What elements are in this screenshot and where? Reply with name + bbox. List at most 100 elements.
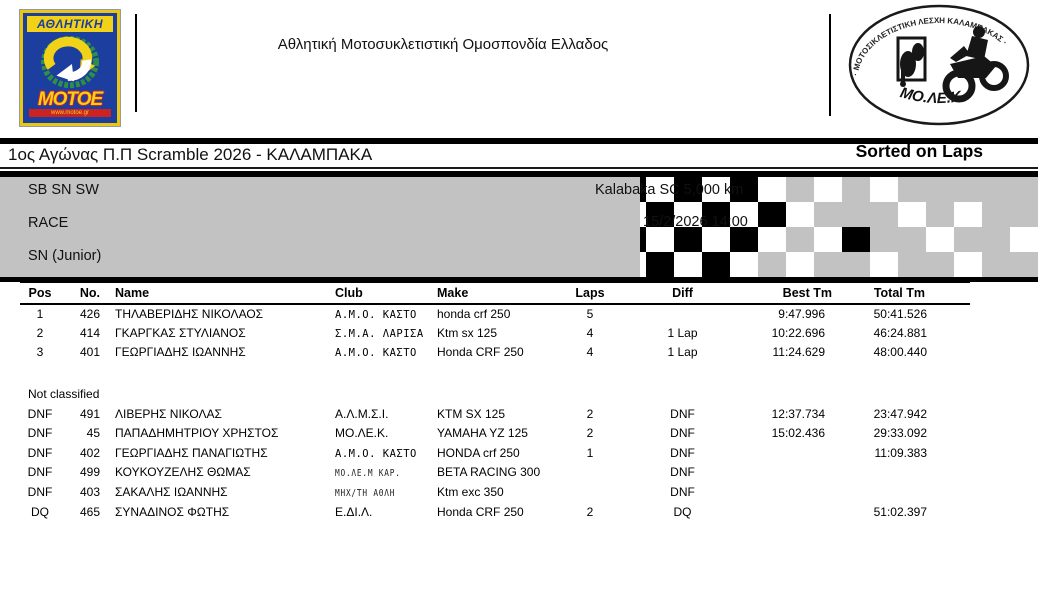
cell-club: Α.Μ.Ο. ΚΑΣΤΟ (335, 447, 417, 460)
cell-laps (560, 463, 620, 483)
checker-cell (640, 252, 646, 277)
result-row: DNF 402 ΓΕΩΡΓΙΑΔΗΣ ΠΑΝΑΓΙΩΤΗΣ Α.Μ.Ο. ΚΑΣΤΟ H… (20, 443, 970, 463)
cell-pos: DNF (27, 445, 53, 460)
race-datetime: 15/2/2026 14:00 (643, 214, 748, 230)
cell-diff: DQ (673, 504, 692, 519)
checker-cell (730, 177, 758, 202)
cell-pos: DNF (27, 485, 53, 500)
col-header-make: Make (434, 282, 560, 305)
checker-cell (842, 252, 870, 277)
cell-diff: DNF (670, 465, 695, 480)
motoe-federation-logo: ΑΘΛΗΤΙΚΗ ΜΟΤΟΕ www.motoe.gr (20, 10, 120, 126)
cell-total: 23:47.942 (873, 406, 927, 421)
checker-cell (982, 227, 1010, 252)
cell-total (835, 482, 928, 502)
cell-make: Honda CRF 250 (437, 504, 524, 519)
results-table: Pos No. Name Club Make Laps Diff Best Tm… (20, 282, 970, 521)
cell-total: 29:33.092 (873, 426, 927, 441)
cell-laps: 2 (586, 426, 594, 441)
cell-make: Ktm exc 350 (437, 485, 504, 500)
checker-cell (898, 252, 926, 277)
checker-cell (814, 202, 842, 227)
checker-cell (814, 177, 842, 202)
cell-name: ΓΕΩΡΓΙΑΔΗΣ ΠΑΝΑΓΙΩΤΗΣ (115, 445, 268, 460)
cell-best: 9:47.996 (778, 306, 825, 321)
cell-diff (620, 304, 745, 324)
cell-pos: DNF (27, 465, 53, 480)
result-row: 3 401 ΓΕΩΡΓΙΑΔΗΣ ΙΩΑΝΝΗΣ Α.Μ.Ο. ΚΑΣΤΟ Honda … (20, 343, 970, 363)
cell-laps (560, 482, 620, 502)
result-row: DNF 491 ΛΙΒΕΡΗΣ ΝΙΚΟΛΑΣ Α.Λ.Μ.Σ.Ι. KTM SX 12… (20, 404, 970, 424)
cell-spacer (928, 443, 970, 463)
cell-no: 45 (86, 426, 100, 441)
checker-cell (674, 177, 702, 202)
checker-cell (640, 227, 646, 252)
cell-club: Σ.Μ.Α. ΛΑΡΙΣΑ (335, 327, 424, 340)
checker-cell (842, 202, 870, 227)
cell-no: 414 (79, 325, 100, 340)
cell-pos: 1 (36, 306, 44, 321)
cell-diff: DNF (670, 485, 695, 500)
result-row: 2 414 ΓΚΑΡΓΚΑΣ ΣΤΥΛΙΑΝΟΣ Σ.Μ.Α. ΛΑΡΙΣΑ Ktm s… (20, 323, 970, 343)
checker-cell (758, 202, 786, 227)
cell-diff: DNF (670, 426, 695, 441)
checker-cell (926, 202, 954, 227)
checker-cell (1010, 202, 1038, 227)
cell-name: ΤΗΛΑΒΕΡΙΔΗΣ ΝΙΚΟΛΑΟΣ (115, 306, 264, 321)
checker-cell (702, 252, 730, 277)
checker-cell (954, 227, 982, 252)
checkered-flag (640, 177, 1038, 277)
cell-no: 403 (79, 485, 100, 500)
cell-no: 402 (79, 445, 100, 460)
checker-cell (702, 202, 730, 227)
checker-cell (646, 227, 674, 252)
col-header-total-tm: Total Tm (835, 282, 928, 305)
cell-best (745, 502, 835, 522)
cell-total: 46:24.881 (873, 325, 927, 340)
cell-best: 12:37.734 (771, 406, 825, 421)
cell-spacer (928, 343, 970, 363)
result-row: DNF 403 ΣΑΚΑΛΗΣ ΙΩΑΝΝΗΣ ΜΗΧ/ΤΗ ΑΘΛΗ Ktm exc … (20, 482, 970, 502)
cell-spacer (928, 404, 970, 424)
masthead: ΑΘΛΗΤΙΚΗ ΜΟΤΟΕ www.motoe.gr Αθλητική Μοτ… (0, 0, 1038, 138)
motoe-wreath-arrows-icon (23, 33, 117, 91)
col-header-spacer (928, 282, 970, 305)
motoe-logo-name: ΜΟΤΟΕ (37, 89, 103, 110)
result-row: DNF 45 ΠΑΠΑΔΗΜΗΤΡΙΟΥ ΧΡΗΣΤΟΣ ΜΟ.ΛΕ.Κ. YAMAHA… (20, 423, 970, 443)
checker-cell (640, 202, 646, 227)
checker-cell (1010, 177, 1038, 202)
checker-cell (1010, 227, 1038, 252)
cell-best: 15:02.436 (771, 426, 825, 441)
checker-cell (674, 202, 702, 227)
cell-name: ΓΕΩΡΓΙΑΔΗΣ ΙΩΑΝΝΗΣ (115, 345, 246, 360)
checker-cell (786, 252, 814, 277)
federation-name: Αθλητική Μοτοσυκλετιστική Ομοσπονδία Ελλ… (277, 36, 609, 53)
cell-best (745, 443, 835, 463)
cell-spacer (928, 423, 970, 443)
checker-cell (674, 227, 702, 252)
checker-cell (898, 227, 926, 252)
checker-cell (870, 227, 898, 252)
cell-name: ΓΚΑΡΓΚΑΣ ΣΤΥΛΙΑΝΟΣ (115, 325, 246, 340)
col-header-best-tm: Best Tm (745, 282, 835, 305)
checker-cell (926, 177, 954, 202)
checker-cell (814, 252, 842, 277)
cell-spacer (928, 323, 970, 343)
masthead-divider-left (135, 14, 137, 112)
cell-spacer (928, 482, 970, 502)
checker-cell (640, 177, 646, 202)
checker-cell (730, 227, 758, 252)
checker-cell (702, 227, 730, 252)
checker-cell (842, 177, 870, 202)
cell-spacer (928, 304, 970, 324)
cell-name: ΚΟΥΚΟΥΖΕΛΗΣ ΘΩΜΑΣ (115, 465, 251, 480)
checker-cell (646, 252, 674, 277)
title-rule-bottom (0, 167, 1038, 169)
cell-make: YAMAHA YZ 125 (437, 426, 528, 441)
checker-cell (646, 177, 674, 202)
cell-best: 10:22.696 (771, 325, 825, 340)
cell-name: ΣΑΚΑΛΗΣ ΙΩΑΝΝΗΣ (115, 485, 228, 500)
cell-club: Ε.ΔΙ.Λ. (335, 504, 373, 519)
cell-total: 48:00.440 (873, 345, 927, 360)
cell-no: 465 (79, 504, 100, 519)
